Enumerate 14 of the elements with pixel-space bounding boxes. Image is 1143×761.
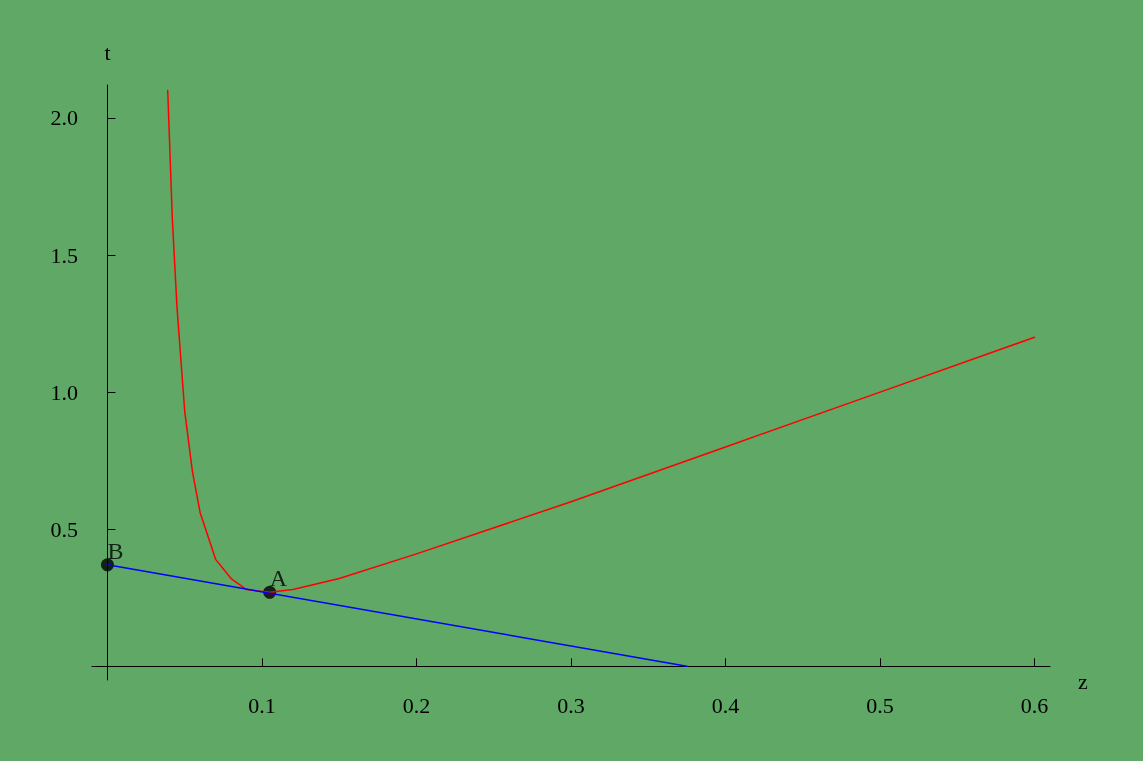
y-axis-title: t (104, 39, 111, 65)
y-tick-label: 2.0 (50, 105, 78, 131)
x-tick-label: 0.4 (711, 692, 740, 718)
annotation: B (107, 537, 124, 564)
x-tick-label: 0.1 (248, 692, 276, 718)
y-tick-label: 1.0 (50, 379, 78, 405)
y-tick-label: 0.5 (50, 516, 78, 542)
x-axis-title: z (1078, 668, 1088, 694)
x-tick-label: 0.5 (866, 692, 894, 718)
annotation: A (269, 565, 288, 592)
x-tick-label: 0.3 (557, 692, 585, 718)
x-tick-label: 0.2 (402, 692, 431, 718)
y-tick-label: 1.5 (50, 242, 78, 268)
x-tick-label: 0.6 (1020, 692, 1049, 718)
